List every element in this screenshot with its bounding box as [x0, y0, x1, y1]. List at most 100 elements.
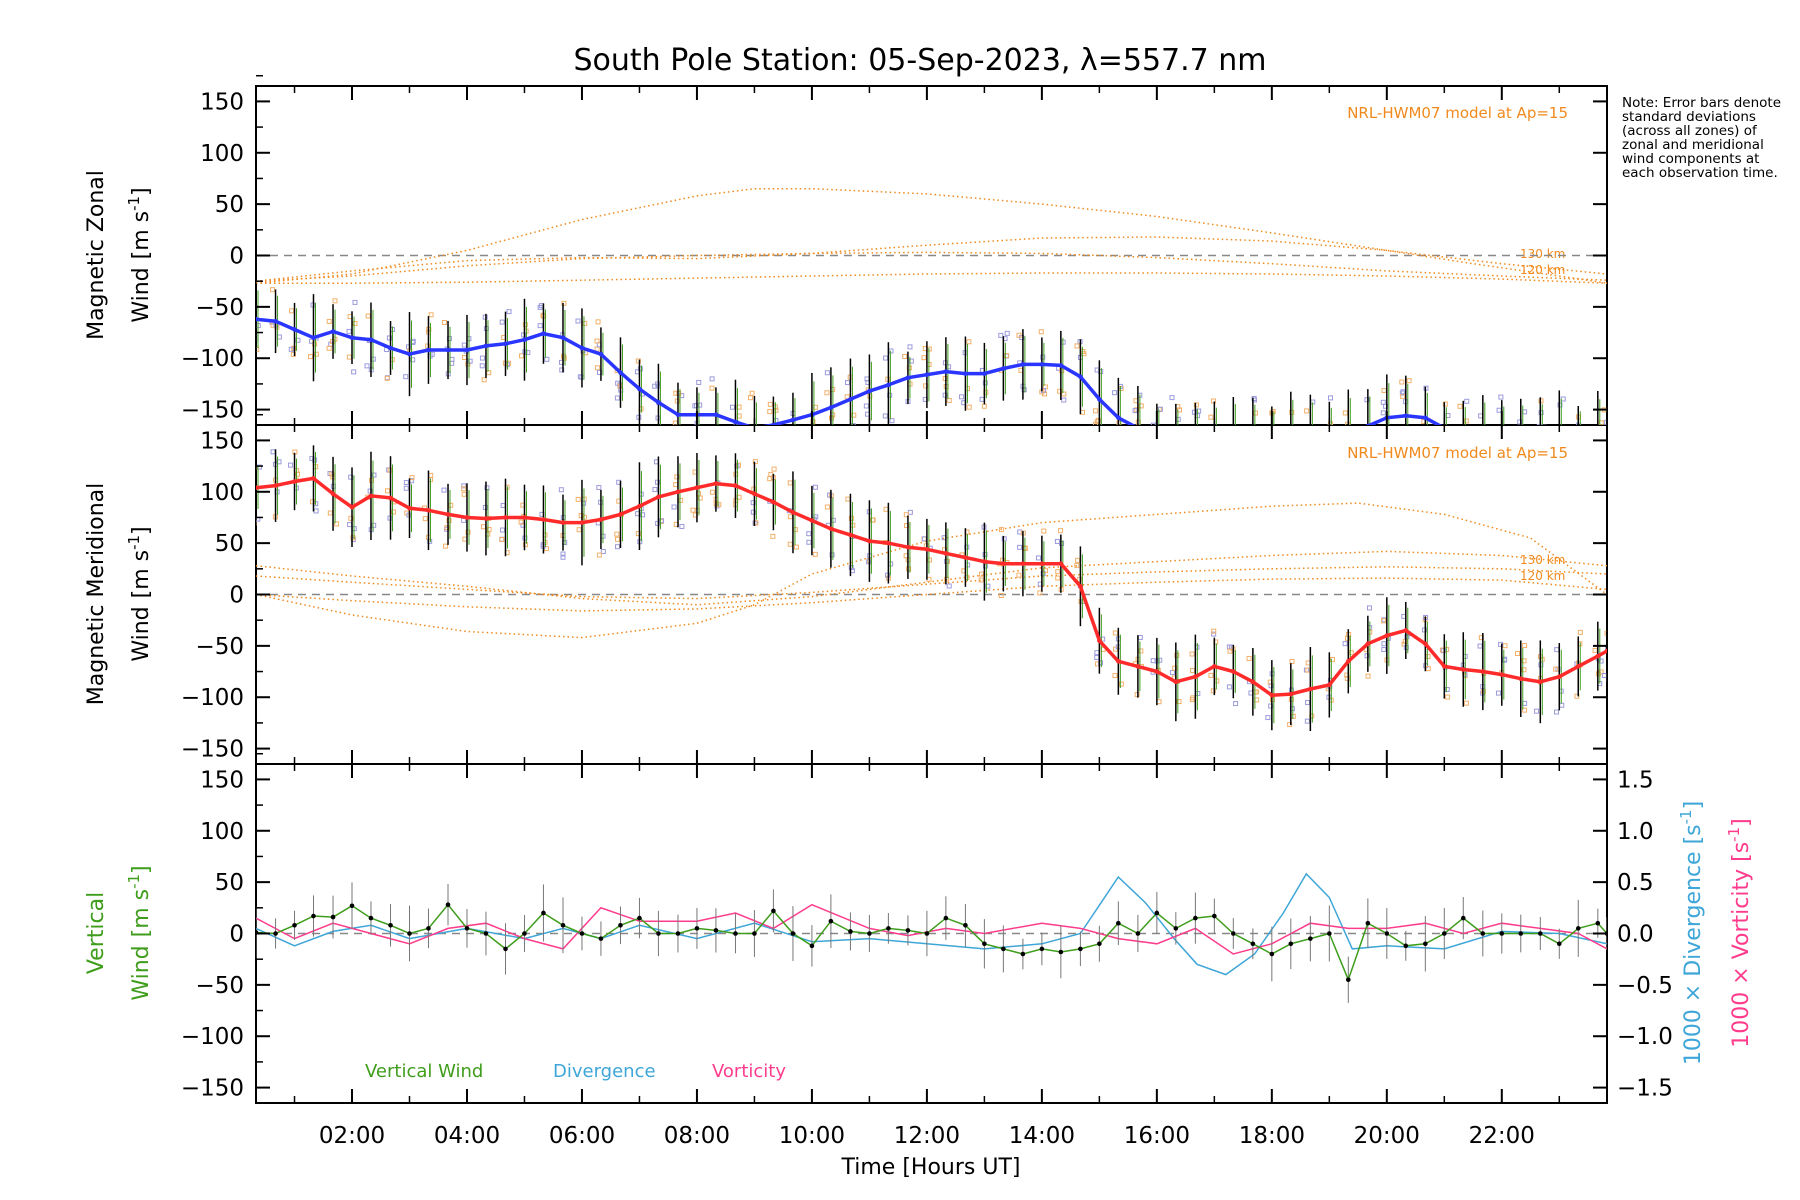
meridional-wind-point — [292, 479, 297, 484]
meridional-wind-point — [1020, 561, 1026, 566]
zonal-sample-point — [1292, 452, 1296, 456]
zonal-sample-point — [1382, 437, 1386, 441]
meridional-sample-point — [522, 542, 528, 548]
meridional-wind-point — [713, 481, 719, 486]
meridional-wind-point — [388, 495, 393, 501]
vertical-wind-point — [828, 918, 834, 924]
meridional-wind-point — [848, 532, 853, 538]
zonal-wind-point — [1403, 413, 1409, 419]
meridional-sample-point — [1211, 631, 1217, 637]
zonal-sample-point — [326, 318, 332, 324]
vertical-wind-point — [541, 910, 546, 916]
zonal-sample-point — [1423, 427, 1427, 431]
zonal-sample-point — [1598, 464, 1602, 468]
chart-title: South Pole Station: 05-Sep-2023, λ=557.7… — [573, 43, 1266, 78]
zonal-sample-point — [907, 344, 913, 350]
zonal-sample-point — [594, 338, 600, 344]
zonal-wind-point — [886, 382, 891, 388]
meridional-sample-point — [1605, 645, 1607, 651]
meridional-sample-point — [1016, 572, 1022, 578]
zonal-sample-point — [386, 335, 392, 341]
zonal-wind-point — [368, 337, 374, 343]
meridional-sample-point — [1075, 557, 1081, 563]
meridional-sample-point — [678, 497, 684, 503]
meridional-wind-point — [943, 551, 949, 556]
zonal-plot-area — [251, 187, 1607, 468]
zonal-sample-point — [461, 355, 467, 361]
zonal-wind-point — [982, 371, 987, 376]
meridional-sample-point — [1157, 657, 1163, 663]
meridional-sample-point — [770, 533, 776, 539]
zonal-sample-point — [966, 404, 972, 410]
meridional-sample-point — [403, 480, 409, 486]
meridional-sample-point — [793, 544, 799, 550]
meridional-sample-point — [1444, 687, 1450, 693]
zonal-wind-point — [1308, 430, 1313, 435]
meridional-sample-point — [1515, 651, 1521, 657]
meridional-sample-point — [716, 502, 722, 508]
zonal-sample-point — [1150, 422, 1156, 425]
meridional-sample-point — [1330, 656, 1336, 662]
meridional-sample-point — [812, 484, 818, 490]
zonal-sample-point — [1602, 451, 1606, 455]
zonal-sample-point — [824, 370, 830, 376]
zonal-sample-point — [851, 426, 855, 430]
meridional-sample-point — [1190, 667, 1196, 673]
vertical-wind-point — [1538, 931, 1543, 936]
vertical-wind-point — [1442, 931, 1447, 936]
meridional-sample-point — [1495, 690, 1501, 696]
zonal-sample-point — [788, 446, 792, 450]
zonal-sample-point — [1380, 399, 1386, 405]
zonal-sample-point — [1328, 421, 1334, 425]
vertical-wind-point — [464, 926, 470, 931]
vertical-wind-point — [1518, 931, 1524, 936]
vertical-wind-point — [311, 913, 316, 919]
zonal-sample-point — [482, 314, 488, 320]
zonal-sample-point — [959, 394, 965, 400]
meridional-sample-point — [1521, 667, 1527, 673]
meridional-sample-point — [1156, 699, 1162, 705]
zonal-sample-point — [851, 412, 857, 418]
meridional-sample-point — [1425, 654, 1431, 660]
meridional-sample-point — [1037, 590, 1043, 596]
meridional-sample-point — [1498, 641, 1504, 647]
zonal-sample-point — [767, 401, 773, 407]
vertical-y-tick-label: 150 — [200, 767, 244, 793]
zonal-wind-point — [1001, 366, 1006, 371]
zonal-sample-point — [652, 383, 658, 389]
zonal-wind-point — [848, 397, 853, 402]
zonal-sample-point — [441, 320, 447, 326]
vertical-wind-point — [273, 931, 278, 936]
zonal-wind-point — [905, 375, 911, 381]
zonal-wind-point — [330, 329, 336, 334]
zonal-sample-point — [889, 418, 895, 424]
zonal-wind-point — [1576, 430, 1581, 435]
meridional-sample-point — [1169, 670, 1175, 676]
divergence-line — [256, 872, 1607, 976]
vertical-wind-point — [809, 943, 815, 949]
zonal-sample-point — [1520, 436, 1524, 440]
meridional-wind-point — [1327, 682, 1332, 688]
zonal-sample-point — [251, 336, 255, 340]
zonal-model-label: NRL-HWM07 model at Ap=15 — [1347, 104, 1568, 122]
zonal-sample-point — [295, 337, 301, 343]
zonal-wind-point — [733, 419, 738, 425]
meridional-sample-point — [1344, 675, 1350, 681]
zonal-sample-point — [1517, 419, 1523, 425]
vertical-wind-point — [1078, 946, 1083, 952]
zonal-sample-point — [656, 435, 660, 439]
meridional-sample-point — [658, 518, 664, 524]
meridional-sample-point — [256, 464, 262, 470]
zonal-wind-point — [1078, 374, 1083, 380]
zonal-sample-point — [908, 358, 914, 364]
zonal-sample-point — [1196, 408, 1202, 414]
zonal-sample-point — [1208, 414, 1214, 420]
zonal-sample-point — [788, 442, 792, 446]
meridional-wind-point — [1173, 679, 1179, 685]
zonal-wind-point — [1423, 415, 1428, 421]
vertical-wind-point — [1384, 931, 1390, 936]
zonal-sample-point — [479, 355, 485, 361]
zonal-sample-point — [1152, 461, 1156, 465]
meridional-model-curve-0 — [256, 502, 1607, 639]
zonal-sample-point — [1364, 434, 1368, 438]
